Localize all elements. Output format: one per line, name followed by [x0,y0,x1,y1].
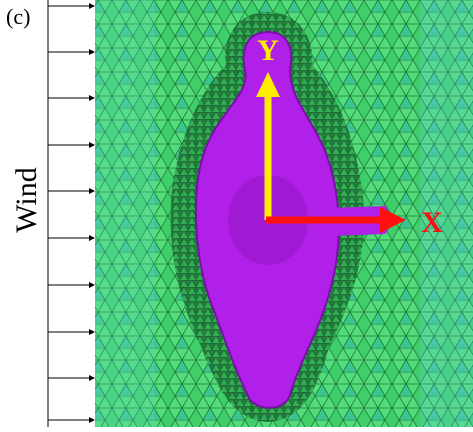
wind-arrows [48,6,94,420]
x-axis-label: X [421,206,443,239]
panel-label: (c) [6,4,30,29]
mesh-tint [95,0,155,427]
wind-label: Wind [10,167,43,232]
y-axis-label: Y [257,34,279,67]
page: (c) Wind Y X (() => { const data = JSON.… [0,0,473,427]
figure: (c) Wind Y X [0,0,473,427]
